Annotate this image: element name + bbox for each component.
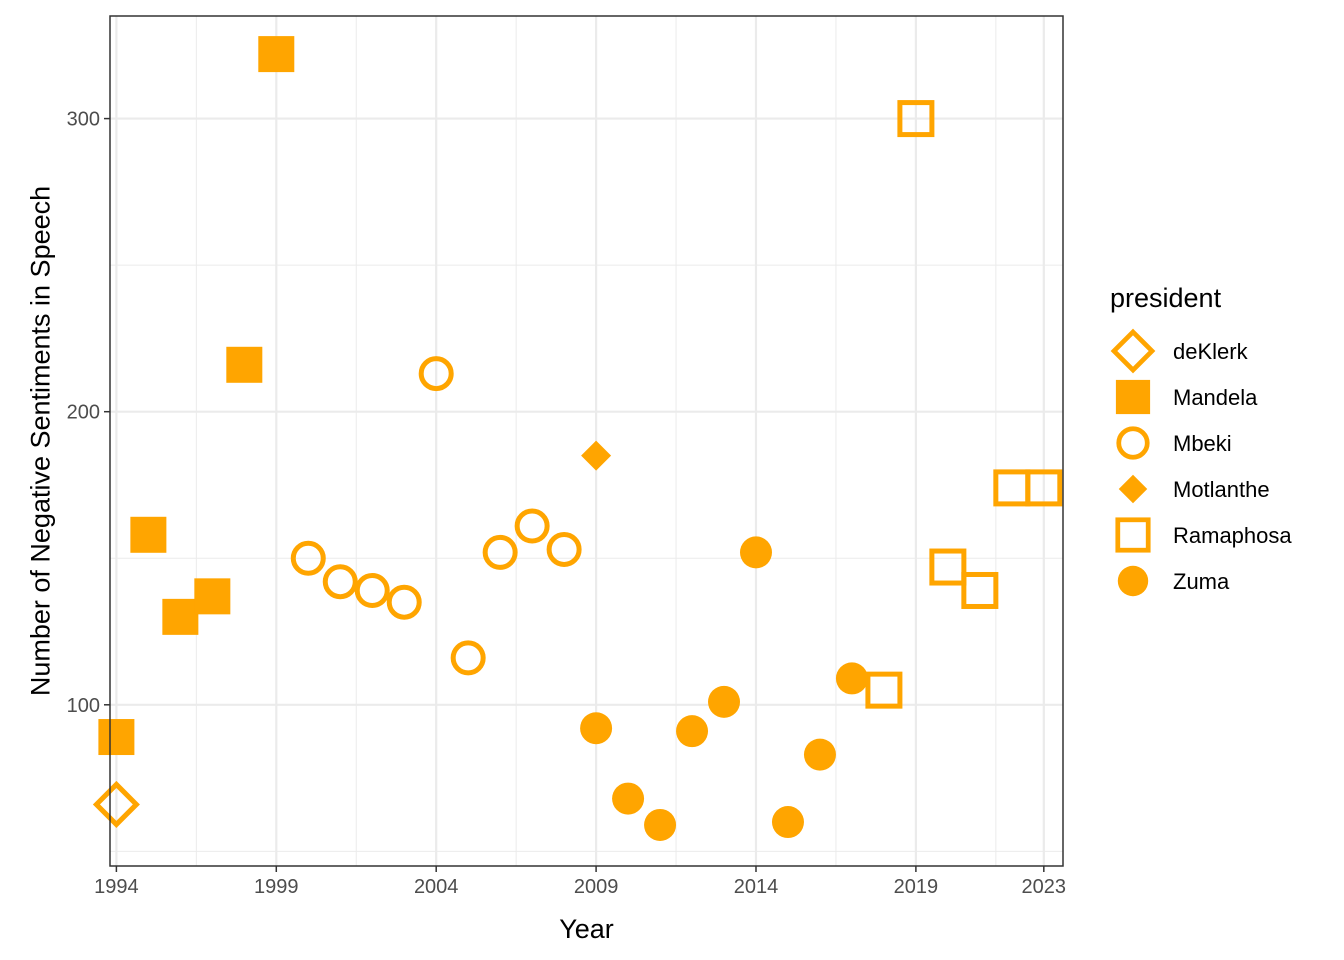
legend-key-ramaphosa-icon bbox=[1115, 517, 1151, 553]
data-point-ramaphosa-2020 bbox=[929, 548, 967, 586]
x-axis-title: Year bbox=[559, 914, 614, 944]
y-tick-label: 300 bbox=[67, 109, 100, 131]
x-tick-label: 1999 bbox=[254, 876, 299, 898]
legend-item-deklerk: deKlerk bbox=[1110, 328, 1249, 374]
legend-label-ramaphosa: Ramaphosa bbox=[1173, 523, 1292, 548]
legend-label-deklerk: deKlerk bbox=[1173, 339, 1249, 364]
legend-label-zuma: Zuma bbox=[1173, 569, 1230, 594]
legend-key-deklerk-icon bbox=[1110, 328, 1156, 374]
data-point-zuma-2012 bbox=[676, 715, 709, 748]
legend-item-motlanthe: Motlanthe bbox=[1118, 474, 1270, 504]
data-point-mbeki-2008 bbox=[546, 531, 582, 567]
data-point-mbeki-2005 bbox=[450, 640, 486, 676]
data-point-zuma-2009 bbox=[580, 712, 613, 745]
series-mbeki bbox=[290, 356, 582, 676]
y-tick-label: 200 bbox=[67, 402, 100, 424]
data-point-mbeki-2006 bbox=[482, 534, 518, 570]
data-point-zuma-2016 bbox=[803, 738, 836, 771]
x-tick-label: 2014 bbox=[734, 876, 779, 898]
legend-label-motlanthe: Motlanthe bbox=[1173, 477, 1270, 502]
legend-item-mbeki: Mbeki bbox=[1116, 426, 1232, 460]
data-point-mandela-1995 bbox=[130, 516, 167, 553]
data-point-ramaphosa-2022 bbox=[993, 469, 1031, 507]
data-point-mandela-1994 bbox=[98, 719, 135, 756]
legend-key-zuma-icon bbox=[1117, 565, 1149, 597]
data-point-deklerk-1994 bbox=[92, 780, 140, 828]
data-point-mbeki-2001 bbox=[322, 564, 358, 600]
data-point-ramaphosa-2021 bbox=[961, 571, 999, 609]
x-tick-label: 2009 bbox=[574, 876, 619, 898]
minor-gridlines bbox=[110, 16, 1063, 866]
data-point-mandela-1998 bbox=[226, 346, 263, 383]
data-point-zuma-2014 bbox=[739, 536, 772, 569]
data-point-ramaphosa-2018 bbox=[865, 671, 903, 709]
data-point-mbeki-2003 bbox=[386, 584, 422, 620]
data-point-zuma-2017 bbox=[835, 662, 868, 695]
legend-item-ramaphosa: Ramaphosa bbox=[1115, 517, 1292, 553]
data-point-mbeki-2007 bbox=[514, 508, 550, 544]
x-tick-label: 2004 bbox=[414, 876, 459, 898]
series-zuma bbox=[580, 536, 868, 841]
data-point-zuma-2011 bbox=[644, 808, 677, 841]
y-axis-ticks: 100 200 300 bbox=[67, 109, 110, 717]
data-points bbox=[92, 36, 1063, 841]
x-tick-label: 2019 bbox=[894, 876, 939, 898]
y-axis-title: Number of Negative Sentiments in Speech bbox=[25, 186, 55, 696]
data-point-zuma-2010 bbox=[612, 782, 645, 815]
data-point-mandela-1996 bbox=[162, 598, 199, 635]
data-point-mbeki-2004 bbox=[418, 356, 454, 392]
series-deklerk bbox=[92, 780, 140, 828]
data-point-mbeki-2002 bbox=[354, 572, 390, 608]
x-axis-ticks: 1994 1999 2004 2009 2014 2019 2023 bbox=[94, 866, 1066, 898]
legend-key-mbeki-icon bbox=[1116, 426, 1150, 460]
plot-panel-border bbox=[109, 15, 1064, 867]
legend-title: president bbox=[1110, 283, 1222, 313]
legend-key-motlanthe-icon bbox=[1118, 474, 1148, 504]
legend-item-mandela: Mandela bbox=[1115, 379, 1258, 415]
legend-label-mbeki: Mbeki bbox=[1173, 431, 1232, 456]
data-point-zuma-2013 bbox=[708, 685, 741, 718]
data-point-mandela-1997 bbox=[194, 578, 231, 615]
legend: president deKlerk Mandela Mbeki Motlanthe Ra… bbox=[1110, 283, 1292, 597]
data-point-mandela-1999 bbox=[258, 36, 295, 73]
x-tick-label: 2023 bbox=[1022, 876, 1067, 898]
legend-label-mandela: Mandela bbox=[1173, 385, 1258, 410]
data-point-ramaphosa-2023 bbox=[1025, 469, 1063, 507]
data-point-ramaphosa-2019 bbox=[897, 100, 935, 138]
series-motlanthe bbox=[581, 440, 612, 471]
data-point-mbeki-2000 bbox=[290, 540, 326, 576]
data-point-motlanthe-2009 bbox=[581, 440, 612, 471]
legend-key-mandela-icon bbox=[1115, 379, 1151, 415]
y-tick-label: 100 bbox=[67, 695, 100, 717]
data-point-zuma-2015 bbox=[771, 806, 804, 839]
series-mandela bbox=[98, 36, 295, 756]
series-ramaphosa bbox=[865, 100, 1063, 709]
legend-item-zuma: Zuma bbox=[1117, 565, 1230, 597]
x-tick-label: 1994 bbox=[94, 876, 139, 898]
